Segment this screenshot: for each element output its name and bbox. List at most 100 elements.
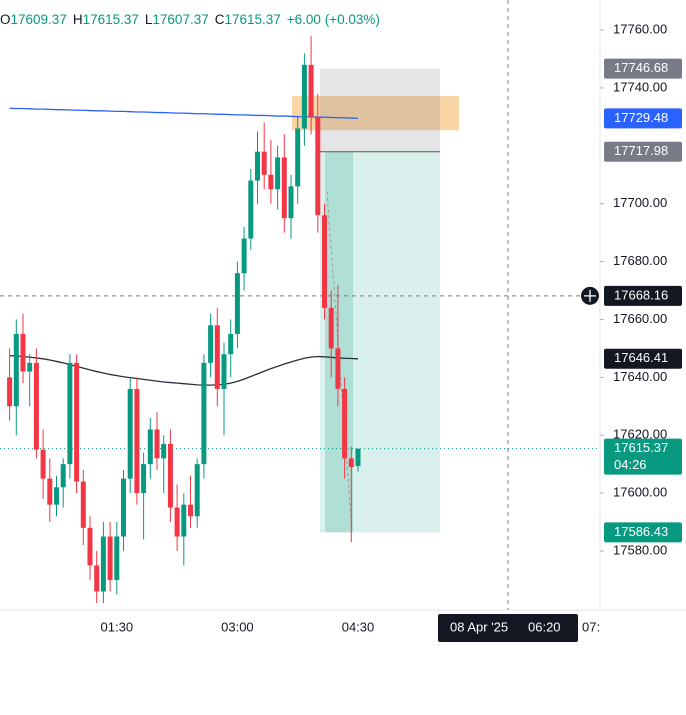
candle-body xyxy=(20,333,26,372)
candle-body xyxy=(100,536,106,592)
price-label: 17646.41 xyxy=(614,350,668,365)
moving-average xyxy=(9,107,359,120)
plus-icon xyxy=(584,289,596,302)
candle-body xyxy=(301,64,307,129)
y-tick-label: 17740.00 xyxy=(613,79,667,94)
x-tick-label: 01:30 xyxy=(101,619,134,634)
candle-body xyxy=(208,325,214,363)
candle-body xyxy=(33,362,39,450)
candle-body xyxy=(141,464,147,494)
price-label-bg xyxy=(604,522,682,543)
price-label-bg xyxy=(604,438,682,475)
header-field: 17609.37 xyxy=(11,12,67,27)
candle-body xyxy=(161,443,167,459)
candle-body xyxy=(281,157,287,219)
candle-body xyxy=(147,429,153,465)
x-tick-label: 04:30 xyxy=(342,619,375,634)
y-tick-label: 17680.00 xyxy=(613,253,667,268)
time-label-time: 06:20 xyxy=(528,619,561,634)
candle-body xyxy=(295,128,301,187)
candle-body xyxy=(87,527,93,566)
price-label: 17586.43 xyxy=(614,524,668,539)
candle-body xyxy=(241,238,247,274)
header-field: 17615.37 xyxy=(224,12,280,27)
candle-body xyxy=(201,362,207,465)
candle-body xyxy=(74,362,80,482)
candle-body xyxy=(107,536,113,580)
price-label: 17615.37 xyxy=(614,440,668,455)
x-tick-label: 07: xyxy=(582,619,600,634)
header-field: 17607.37 xyxy=(152,12,208,27)
header-field: C xyxy=(215,12,225,27)
price-label: 17729.48 xyxy=(614,110,668,125)
price-label: 17746.68 xyxy=(614,60,668,75)
candle-body xyxy=(322,215,327,308)
y-tick-label: 17620.00 xyxy=(613,427,667,442)
candle-body xyxy=(181,504,187,537)
candle-body xyxy=(67,362,73,465)
y-tick-label: 17700.00 xyxy=(613,195,667,210)
candle-body xyxy=(228,333,234,355)
candle-body xyxy=(94,565,100,592)
candle-body xyxy=(80,481,86,528)
candle-body xyxy=(221,354,227,389)
header-field: +6.00 (+0.03%) xyxy=(287,12,380,27)
stop-zone xyxy=(320,68,440,152)
candle-body xyxy=(13,333,19,407)
time-label-bg xyxy=(438,614,578,642)
candle-body xyxy=(234,273,240,334)
ohlc-header: O17609.37 H17615.37 L17607.37 C17615.37 +6.0… xyxy=(0,12,380,27)
candle-body xyxy=(134,388,140,494)
price-label-bg xyxy=(604,348,682,369)
header-field: H xyxy=(73,12,83,27)
candle-body xyxy=(342,388,348,459)
candle-body xyxy=(60,464,66,488)
header-field: L xyxy=(145,12,153,27)
candle-body xyxy=(127,388,133,479)
price-label-bg xyxy=(604,58,682,79)
candle-body xyxy=(335,348,341,389)
x-tick-label: 03:00 xyxy=(221,619,254,634)
candle-body xyxy=(348,458,354,468)
price-label: 17717.98 xyxy=(614,143,668,158)
y-tick-label: 17760.00 xyxy=(613,22,667,37)
candle-body xyxy=(255,151,260,181)
candle-body xyxy=(174,507,180,537)
y-tick-label: 17660.00 xyxy=(613,311,667,326)
candle-body xyxy=(27,362,33,372)
candle-body xyxy=(167,443,173,508)
candle-body xyxy=(288,186,294,219)
candle-body xyxy=(308,64,314,117)
candle-body xyxy=(328,307,334,349)
price-label-bg xyxy=(604,141,682,162)
candle-body xyxy=(154,429,160,459)
candle-body xyxy=(214,325,220,389)
candle-body xyxy=(248,180,254,239)
candle-body xyxy=(7,377,13,407)
candle-body xyxy=(121,478,126,537)
candle-body xyxy=(47,478,53,505)
candle-body xyxy=(315,116,321,216)
price-label-bg xyxy=(604,108,682,129)
header-field: 17615.37 xyxy=(83,12,139,27)
countdown: 04:26 xyxy=(614,457,647,472)
header-field: O xyxy=(0,12,11,27)
candle-body xyxy=(40,449,46,479)
time-label-date: 08 Apr '25 xyxy=(450,619,508,634)
moving-average xyxy=(9,354,359,386)
candle-body xyxy=(275,157,281,190)
candle-body xyxy=(194,464,200,517)
candle-body xyxy=(268,174,274,190)
y-tick-label: 17580.00 xyxy=(613,542,667,557)
y-tick-label: 17600.00 xyxy=(613,485,667,500)
target-zone xyxy=(320,151,440,533)
candle-body xyxy=(261,151,267,175)
candle-body xyxy=(355,448,361,466)
candle-body xyxy=(188,504,193,517)
price-label-bg xyxy=(604,285,682,306)
candle-body xyxy=(54,487,59,505)
candle-body xyxy=(114,536,120,580)
price-label: 17668.16 xyxy=(614,287,668,302)
y-tick-label: 17640.00 xyxy=(613,369,667,384)
